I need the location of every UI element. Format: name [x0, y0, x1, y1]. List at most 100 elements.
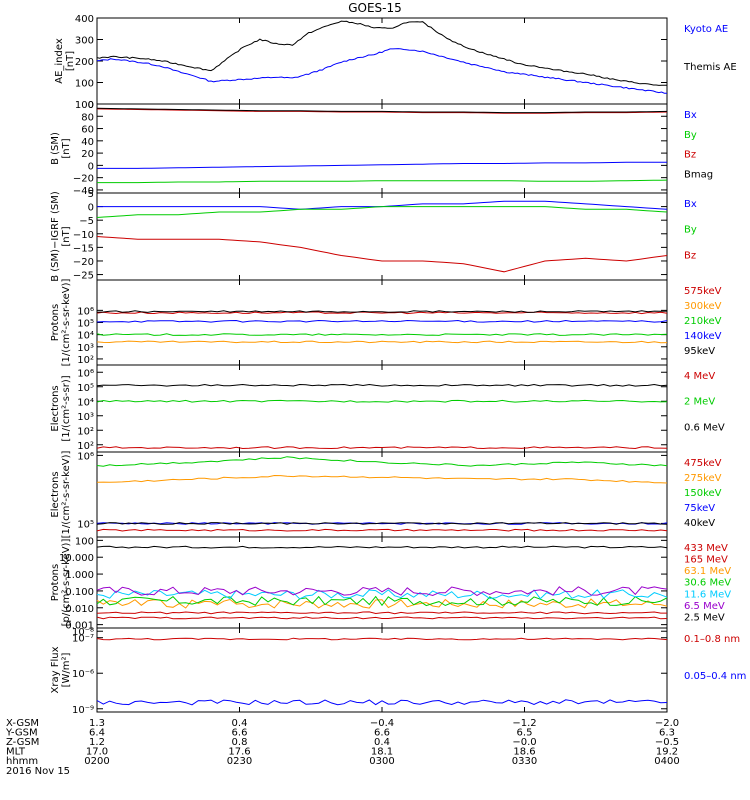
- legend-label: Bz: [684, 150, 696, 161]
- y-axis-label-line: [1/(cm²-s-sr)]: [61, 375, 72, 441]
- x-axis-value: 6.6: [232, 728, 248, 739]
- y-tick-label: 10²: [77, 441, 94, 452]
- x-axis-value: 6.4: [89, 728, 105, 739]
- y-tick-label: 10⁶: [77, 368, 94, 379]
- legend-label: 275keV: [684, 473, 722, 484]
- y-tick-label: 1.000: [65, 570, 94, 581]
- y-axis-label: B (SM)−IGRF (SM) [nT]: [50, 191, 72, 282]
- legend-label: 475keV: [684, 458, 722, 469]
- y-axis-label-line: [nT]: [65, 51, 76, 71]
- legend-label: 2 MeV: [684, 397, 715, 408]
- x-axis-value: 18.1: [371, 747, 393, 758]
- y-axis-label: Protons [p/(cm²-s-sr-keV)]: [50, 539, 72, 627]
- y-tick-label: 0: [88, 161, 94, 172]
- y-axis-label: Xray Flux [W/m²]: [50, 646, 72, 693]
- y-tick-label: 10⁶: [77, 306, 94, 317]
- series-line: [96, 598, 668, 609]
- y-tick-label: −25: [73, 271, 94, 282]
- series-line: [96, 699, 668, 706]
- x-axis-value: 0200: [84, 756, 109, 767]
- y-tick-label: 100: [75, 536, 94, 547]
- y-axis-label-line: [1/(cm²-s-sr-keV)]: [61, 279, 72, 367]
- y-axis-label-line: Electrons: [50, 471, 61, 517]
- x-axis-value: 18.6: [513, 747, 535, 758]
- legend-label: 0.05–0.4 nm: [684, 671, 746, 682]
- y-tick-label: 10⁵: [77, 383, 94, 394]
- y-tick-label: 20: [81, 149, 94, 160]
- y-axis-label: AE_index [nT]: [54, 38, 76, 84]
- y-axis-label-line: AE_index: [54, 38, 65, 84]
- y-axis-label-line: [nT]: [61, 226, 72, 246]
- legend-label: 4 MeV: [684, 371, 715, 382]
- y-tick-label: 200: [75, 57, 94, 68]
- x-axis-row-label: X-GSM: [6, 718, 39, 729]
- y-tick-label: −5: [79, 216, 94, 227]
- y-tick-label: 10⁻⁸: [72, 627, 94, 638]
- x-axis-row-label: Z-GSM: [6, 737, 39, 748]
- x-axis-value: 19.2: [656, 747, 678, 758]
- series-line: [96, 586, 668, 597]
- legend-label: Themis AE: [683, 62, 737, 73]
- y-tick-label: −20: [73, 174, 94, 185]
- y-tick-label: 10³: [77, 412, 94, 423]
- x-axis-value: 6.6: [374, 728, 390, 739]
- x-axis-value: 0330: [512, 756, 537, 767]
- legend-label: 2.5 MeV: [684, 612, 725, 623]
- panel-frame: [96, 192, 668, 281]
- legend-label: 300keV: [684, 301, 722, 312]
- y-axis-label-line: Protons: [50, 564, 61, 601]
- series-line: [96, 545, 668, 549]
- y-axis-label-line: Electrons: [50, 385, 61, 431]
- x-axis-value: 1.2: [89, 737, 105, 748]
- x-axis-value: −0.0: [512, 737, 536, 748]
- y-axis-label-line: [1/(cm²-s-sr-keV)]: [61, 451, 72, 539]
- series-line: [96, 311, 668, 315]
- x-axis-row-label: Y-GSM: [5, 728, 38, 739]
- legend-label: By: [684, 130, 697, 141]
- series-line: [96, 595, 668, 607]
- x-axis-value: −1.2: [512, 718, 536, 729]
- y-axis-label-line: Xray Flux: [50, 646, 61, 693]
- x-axis-value: −0.4: [370, 718, 394, 729]
- series-line: [96, 399, 668, 403]
- legend-label: By: [684, 225, 697, 236]
- date-label: 2016 Nov 15: [6, 766, 70, 777]
- legend-label: 0.1–0.8 nm: [684, 634, 740, 645]
- panel-frame: [96, 103, 668, 194]
- y-tick-label: 0.001: [65, 621, 94, 632]
- y-tick-label: 0.010: [65, 604, 94, 615]
- series-line: [96, 456, 668, 467]
- y-tick-label: 5: [88, 189, 94, 200]
- y-tick-label: 10³: [77, 343, 94, 354]
- y-tick-label: −10: [73, 230, 94, 241]
- y-tick-label: −40: [73, 186, 94, 197]
- series-line: [96, 310, 668, 313]
- panel-frame: [96, 536, 668, 629]
- x-axis-row-label: MLT: [6, 747, 26, 758]
- panel-frame: [96, 17, 668, 105]
- y-tick-label: 100: [75, 79, 94, 90]
- legend-label: 6.5 MeV: [684, 601, 725, 612]
- y-axis-label: Electrons [1/(cm²-s-sr)]: [50, 375, 72, 441]
- series-line: [96, 528, 668, 532]
- y-tick-label: 80: [81, 112, 94, 123]
- x-axis-value: 6.3: [659, 728, 675, 739]
- legend-label: 95keV: [684, 346, 715, 357]
- y-axis-label: Electrons [1/(cm²-s-sr-keV)]: [50, 451, 72, 539]
- series-line: [96, 319, 668, 323]
- series-line: [97, 179, 668, 184]
- y-tick-label: 100: [75, 100, 94, 111]
- series-line: [96, 522, 668, 525]
- series-line: [96, 446, 668, 450]
- y-tick-label: 40: [81, 137, 94, 148]
- legend-label: 75keV: [684, 503, 715, 514]
- series-line: [96, 206, 668, 218]
- legend-label: Bx: [684, 199, 697, 210]
- series-line: [96, 48, 667, 94]
- y-tick-label: 0: [88, 100, 94, 111]
- y-tick-label: 10⁻⁹: [72, 705, 94, 716]
- series-line: [97, 200, 668, 210]
- legend-label: 0.6 MeV: [684, 422, 725, 433]
- series-line: [97, 161, 667, 169]
- y-tick-label: −15: [73, 243, 94, 254]
